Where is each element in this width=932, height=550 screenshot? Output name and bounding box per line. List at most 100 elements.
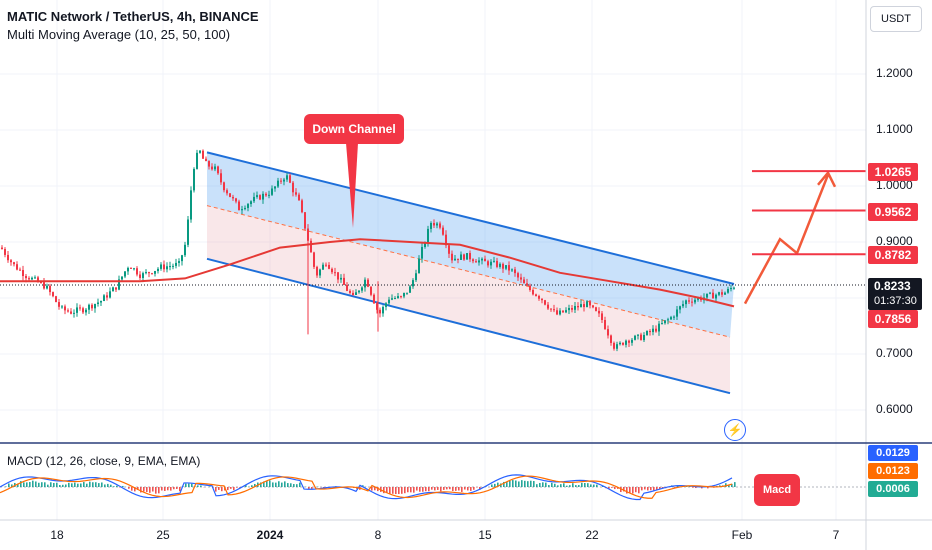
candle-body (469, 253, 471, 260)
macd-histogram-bar (533, 481, 535, 487)
candle-body (313, 252, 315, 267)
macd-histogram-bar (392, 487, 394, 494)
macd-histogram-bar (110, 484, 112, 487)
macd-histogram-bar (626, 487, 628, 494)
candle-body (361, 287, 363, 291)
candle-body (217, 166, 219, 174)
candle-body (346, 284, 348, 291)
macd-histogram-bar (518, 481, 520, 487)
candle-body (28, 278, 30, 280)
macd-histogram-bar (158, 487, 160, 494)
macd-histogram-bar (419, 487, 421, 492)
macd-histogram-bar (134, 487, 136, 492)
macd-histogram-bar (68, 482, 70, 487)
macd-histogram-bar (26, 482, 28, 487)
candle-body (193, 168, 195, 191)
candle-body (613, 342, 615, 349)
macd-histogram-bar (239, 487, 241, 488)
macd-histogram-bar (116, 485, 118, 487)
macd-histogram-bar (260, 482, 262, 487)
candle-body (622, 342, 624, 345)
macd-histogram-bar (65, 484, 67, 487)
macd-histogram-bar (623, 487, 625, 492)
candle-body (295, 192, 297, 195)
macd-histogram-bar (434, 487, 436, 491)
candle-body (616, 344, 618, 349)
candle-body (619, 342, 621, 345)
candle-body (67, 310, 69, 312)
candle-body (139, 274, 141, 278)
candle-body (580, 304, 582, 308)
macd-histogram-bar (176, 487, 178, 489)
candle-body (406, 292, 408, 294)
macd-histogram-bar (161, 487, 163, 491)
candle-body (157, 268, 159, 272)
candle-body (382, 306, 384, 314)
candle-body (397, 296, 399, 299)
candle-body (475, 261, 477, 263)
candle-body (487, 261, 489, 266)
candle-body (349, 290, 351, 293)
lightning-icon[interactable]: ⚡ (724, 419, 746, 441)
candle-body (325, 264, 327, 266)
macd-histogram-bar (692, 487, 694, 488)
macd-histogram-bar (287, 483, 289, 487)
candle-body (316, 266, 318, 276)
candle-body (61, 306, 63, 308)
candle-body (481, 258, 483, 261)
candle-body (340, 277, 342, 280)
macd-histogram-bar (596, 484, 598, 487)
time-tick-label: 15 (478, 528, 492, 542)
candle-body (184, 244, 186, 256)
candle-body (226, 190, 228, 194)
macd-histogram-bar (644, 487, 646, 490)
macd-histogram-bar (200, 485, 202, 487)
macd-histogram-bar (386, 487, 388, 493)
candle-body (496, 260, 498, 267)
target-levels (752, 170, 866, 256)
macd-histogram-bar (188, 483, 190, 487)
macd-histogram-bar (383, 487, 385, 494)
candle-body (100, 301, 102, 303)
macd-histogram-bar (506, 481, 508, 487)
candle-body (106, 295, 108, 298)
candle-body (73, 312, 75, 314)
candle-body (94, 303, 96, 309)
candle-body (223, 182, 225, 191)
candle-body (439, 223, 441, 228)
candle-body (415, 273, 417, 281)
macd-histogram-bar (662, 487, 664, 489)
macd-histogram-bar (614, 487, 616, 490)
macd-title: MACD (12, 26, close, 9, EMA, EMA) (7, 454, 201, 468)
candle-body (52, 292, 54, 297)
candle-body (265, 193, 267, 196)
candle-body (97, 302, 99, 304)
candle-body (568, 308, 570, 311)
macd-histogram-bar (431, 487, 433, 490)
macd-histogram-bar (647, 487, 649, 491)
currency-button[interactable]: USDT (870, 6, 922, 32)
macd-histogram-bar (530, 480, 532, 487)
macd-histogram-bar (575, 485, 577, 487)
macd-histogram-bar (137, 487, 139, 490)
candle-body (262, 193, 264, 200)
macd-histogram-bar (11, 484, 13, 487)
candle-body (541, 298, 543, 301)
macd-histogram-bar (638, 487, 640, 494)
candle-body (370, 286, 372, 295)
candle-body (7, 254, 9, 261)
candle-body (532, 289, 534, 295)
macd-histogram-bar (632, 487, 634, 494)
macd-histogram-bar (104, 484, 106, 487)
projection-path (743, 170, 837, 305)
macd-histogram-bar (38, 482, 40, 487)
candle-body (640, 334, 642, 341)
candle-body (520, 277, 522, 280)
candle-body (169, 266, 171, 268)
candle-body (454, 258, 456, 261)
candle-body (1, 247, 3, 250)
macd-histogram-bar (458, 487, 460, 491)
candle-body (130, 267, 132, 269)
candle-body (271, 188, 273, 195)
